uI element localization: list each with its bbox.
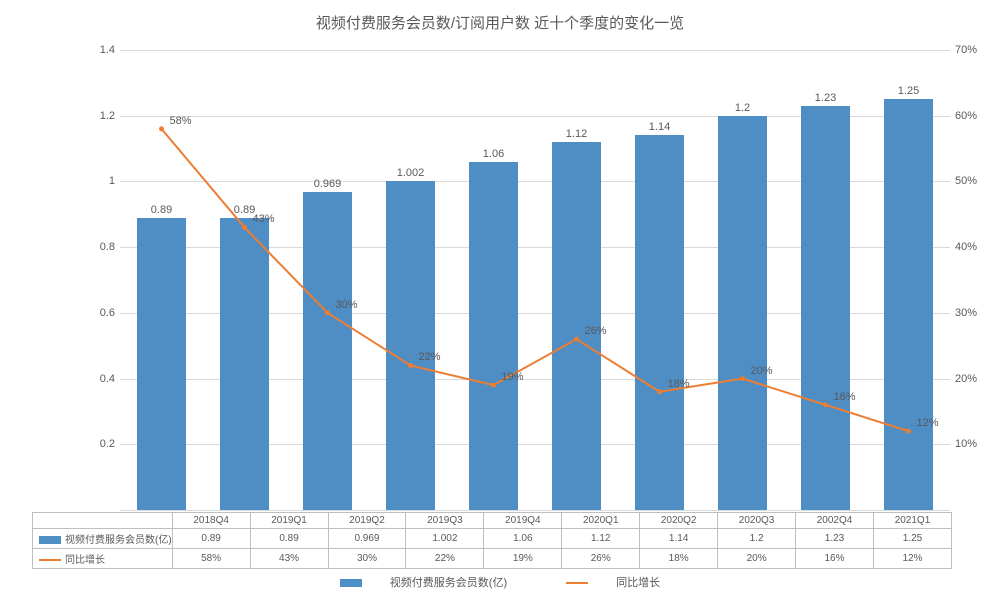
y-right-tick: 10%: [955, 438, 985, 450]
line-value-label: 58%: [170, 115, 192, 127]
category-header: 2020Q2: [640, 513, 718, 529]
y-right-tick: 70%: [955, 44, 985, 56]
bar-value-label: 1.23: [815, 92, 836, 104]
table-corner: [33, 513, 173, 529]
line-value-label: 22%: [419, 351, 441, 363]
y-left-tick: 1.2: [90, 110, 115, 122]
bar: [718, 116, 766, 510]
table-cell: 1.002: [406, 529, 484, 549]
table-cell: 26%: [562, 549, 640, 569]
y-left-tick: 0.2: [90, 438, 115, 450]
category-header: 2002Q4: [796, 513, 874, 529]
legend-line: 同比增长: [552, 577, 674, 589]
line-value-label: 18%: [668, 378, 690, 390]
bar-value-label: 0.89: [151, 204, 172, 216]
line-value-label: 20%: [751, 365, 773, 377]
line-value-label: 19%: [502, 371, 524, 383]
legend-bar-label: 视频付费服务会员数(亿): [390, 577, 507, 589]
table-cell: 0.969: [328, 529, 406, 549]
gridline: [120, 50, 950, 51]
table-cell: 43%: [250, 549, 328, 569]
bar: [303, 192, 351, 510]
baseline: [120, 510, 950, 511]
bottom-legend: 视频付费服务会员数(亿) 同比增长: [0, 574, 1000, 590]
line-swatch-icon: [39, 559, 61, 561]
bar: [884, 99, 932, 510]
table-row: 同比增长58%43%30%22%19%26%18%20%16%12%: [33, 549, 952, 569]
line-swatch-icon: [566, 582, 588, 584]
table-cell: 12%: [873, 549, 951, 569]
bar-value-label: 1.002: [397, 167, 425, 179]
table-cell: 1.2: [718, 529, 796, 549]
chart-title: 视频付费服务会员数/订阅用户数 近十个季度的变化一览: [0, 0, 1000, 33]
bar-swatch-icon: [340, 579, 362, 587]
bar-value-label: 1.06: [483, 148, 504, 160]
y-left-tick: 0.8: [90, 241, 115, 253]
table-cell: 19%: [484, 549, 562, 569]
bar-value-label: 1.12: [566, 128, 587, 140]
bar: [386, 181, 434, 510]
bar: [469, 162, 517, 510]
category-header: 2019Q4: [484, 513, 562, 529]
line-value-label: 30%: [336, 299, 358, 311]
table-cell: 0.89: [250, 529, 328, 549]
bar-value-label: 1.2: [735, 102, 750, 114]
line-value-label: 12%: [917, 417, 939, 429]
category-header: 2020Q3: [718, 513, 796, 529]
table-cell: 1.14: [640, 529, 718, 549]
table-cell: 22%: [406, 549, 484, 569]
table-cell: 20%: [718, 549, 796, 569]
chart-container: 视频付费服务会员数/订阅用户数 近十个季度的变化一览 0.210%0.420%0…: [0, 0, 1000, 614]
table-cell: 1.12: [562, 529, 640, 549]
table-cell: 0.89: [172, 529, 250, 549]
bar: [137, 218, 185, 510]
line-value-label: 16%: [834, 391, 856, 403]
bar-swatch-icon: [39, 536, 61, 544]
category-header: 2021Q1: [873, 513, 951, 529]
table-row: 视频付费服务会员数(亿)0.890.890.9691.0021.061.121.…: [33, 529, 952, 549]
y-left-tick: 1.4: [90, 44, 115, 56]
y-left-tick: 1: [90, 175, 115, 187]
y-right-tick: 50%: [955, 175, 985, 187]
table-row: 2018Q42019Q12019Q22019Q32019Q42020Q12020…: [33, 513, 952, 529]
table-cell: 1.25: [873, 529, 951, 549]
y-right-tick: 60%: [955, 110, 985, 122]
table-cell: 16%: [796, 549, 874, 569]
plot-area: 0.210%0.420%0.630%0.840%150%1.260%1.470%…: [120, 50, 950, 510]
bar: [635, 135, 683, 510]
bar-value-label: 1.25: [898, 85, 919, 97]
category-header: 2019Q3: [406, 513, 484, 529]
category-header: 2018Q4: [172, 513, 250, 529]
line-value-label: 43%: [253, 213, 275, 225]
table-cell: 1.06: [484, 529, 562, 549]
category-header: 2020Q1: [562, 513, 640, 529]
bar: [801, 106, 849, 510]
table-cell: 1.23: [796, 529, 874, 549]
table-cell: 58%: [172, 549, 250, 569]
y-left-tick: 0.4: [90, 373, 115, 385]
table-cell: 18%: [640, 549, 718, 569]
table-cell: 30%: [328, 549, 406, 569]
row-header-line: 同比增长: [33, 549, 173, 569]
row-header-bar: 视频付费服务会员数(亿): [33, 529, 173, 549]
data-table: 2018Q42019Q12019Q22019Q32019Q42020Q12020…: [32, 512, 952, 569]
legend-bar: 视频付费服务会员数(亿): [326, 577, 521, 589]
bar: [220, 218, 268, 510]
bar-value-label: 1.14: [649, 121, 670, 133]
y-right-tick: 20%: [955, 373, 985, 385]
bar-value-label: 0.969: [314, 178, 342, 190]
line-value-label: 26%: [585, 325, 607, 337]
y-left-tick: 0.6: [90, 307, 115, 319]
y-right-tick: 40%: [955, 241, 985, 253]
category-header: 2019Q2: [328, 513, 406, 529]
category-header: 2019Q1: [250, 513, 328, 529]
y-right-tick: 30%: [955, 307, 985, 319]
legend-line-label: 同比增长: [616, 577, 660, 589]
